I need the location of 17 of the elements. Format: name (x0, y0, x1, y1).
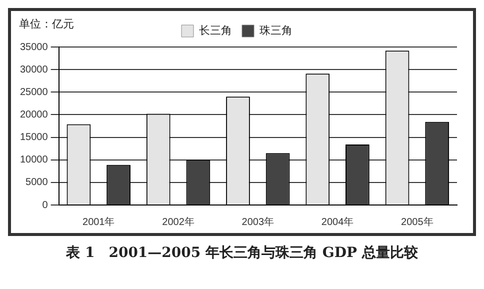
x-tick-label: 2005年 (401, 216, 434, 228)
y-tick-label: 5000 (26, 177, 48, 188)
x-tick-label: 2001年 (82, 216, 115, 228)
y-tick-label: 10000 (20, 154, 48, 166)
y-tick-label: 25000 (20, 86, 48, 98)
x-tick-label: 2002年 (162, 216, 194, 228)
y-tick-label: 30000 (20, 64, 48, 76)
legend-label: 长三角 (199, 24, 232, 37)
text: 表 1 2001—2005 年长三角与珠三角 GDP 总量比较 (65, 244, 419, 262)
y-tick-label: 20000 (20, 109, 48, 120)
y-tick-label: 15000 (20, 132, 48, 144)
legend-label: 珠三角 (260, 24, 292, 37)
x-tick-label: 2003年 (242, 216, 274, 228)
x-tick-label: 2004年 (321, 216, 354, 228)
y-tick-label: 0 (42, 200, 48, 211)
y-tick-label: 35000 (20, 42, 48, 53)
y-axis-title: 单位：亿元 (19, 17, 74, 30)
